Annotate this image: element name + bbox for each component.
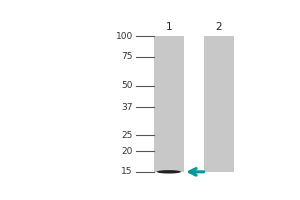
Ellipse shape bbox=[157, 170, 181, 174]
Text: 20: 20 bbox=[122, 147, 133, 156]
Text: 37: 37 bbox=[121, 103, 133, 112]
Text: 1: 1 bbox=[166, 22, 172, 32]
Text: 100: 100 bbox=[116, 32, 133, 41]
Text: 2: 2 bbox=[215, 22, 222, 32]
Bar bbox=[154, 36, 184, 172]
Text: 75: 75 bbox=[121, 52, 133, 61]
Text: 50: 50 bbox=[121, 81, 133, 90]
Bar bbox=[204, 36, 234, 172]
Text: 15: 15 bbox=[121, 167, 133, 176]
Text: 25: 25 bbox=[122, 131, 133, 140]
